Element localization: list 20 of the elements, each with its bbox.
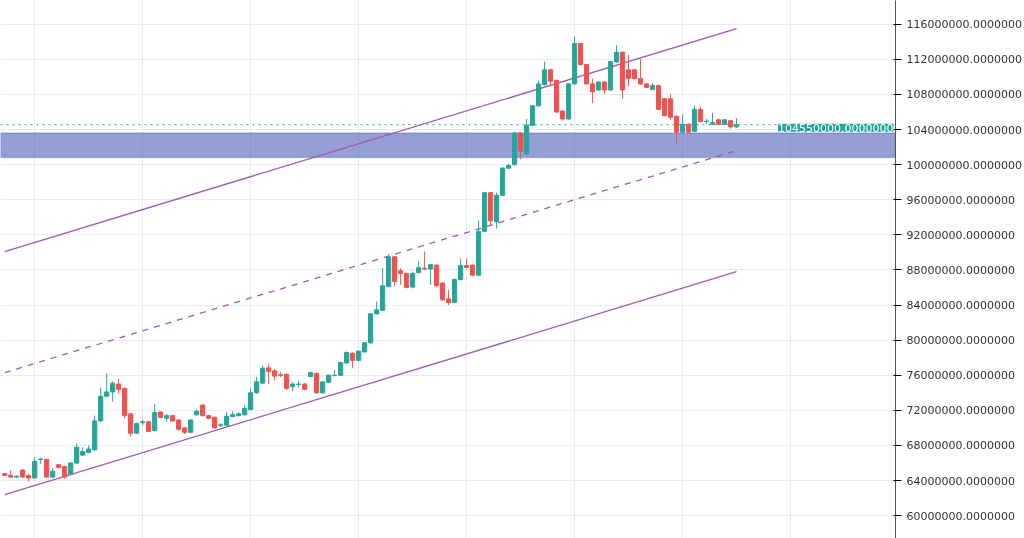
y-tick-label: 96000000.0000000 <box>906 193 1015 207</box>
y-tick-label: 60000000.0000000 <box>906 509 1015 523</box>
y-tick-label: 80000000.0000000 <box>906 334 1015 348</box>
y-tick-label: 112000000.0000000 <box>906 53 1022 67</box>
y-tick-label: 88000000.0000000 <box>906 263 1015 277</box>
y-tick-label: 108000000.0000000 <box>906 88 1022 102</box>
y-tick-label: 72000000.0000000 <box>906 404 1015 418</box>
y-tick-label: 76000000.0000000 <box>906 369 1015 383</box>
y-tick-label: 92000000.0000000 <box>906 228 1015 242</box>
y-tick-label: 64000000.0000000 <box>906 474 1015 488</box>
ref-line-label: 104550000.0000000 <box>778 121 894 135</box>
y-tick-label: 116000000.0000000 <box>906 18 1022 32</box>
y-tick-label: 68000000.0000000 <box>906 439 1015 453</box>
candlestick <box>422 251 428 271</box>
candlestick <box>517 131 524 160</box>
candlestick <box>32 457 38 480</box>
candlestick <box>152 403 158 432</box>
y-tick-label: 104000000.0000000 <box>906 123 1022 137</box>
y-tick-label: 100000000.0000000 <box>906 158 1022 172</box>
y-tick-label: 84000000.0000000 <box>906 299 1015 313</box>
